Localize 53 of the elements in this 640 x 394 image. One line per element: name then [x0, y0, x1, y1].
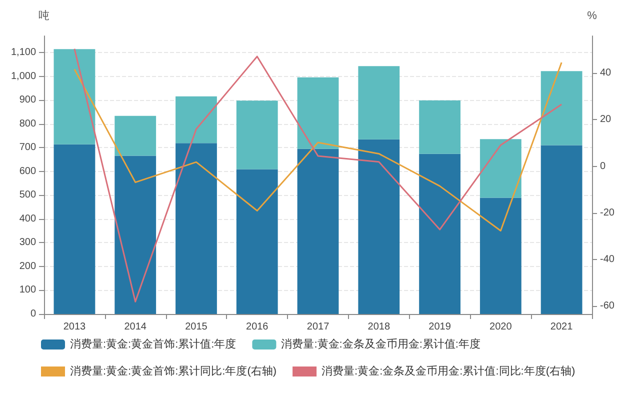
bar [54, 144, 96, 314]
bar [419, 154, 460, 314]
bar [297, 148, 339, 314]
bar [419, 100, 460, 154]
y2-tick-label: 20 [600, 114, 612, 126]
y2-tick-label: -20 [600, 207, 615, 218]
y-tick-label: 100 [19, 284, 36, 296]
y2-tick-label: 0 [600, 160, 606, 172]
y-tick-label: 200 [19, 260, 36, 272]
y2-axis-title: % [587, 10, 598, 22]
x-tick-label: 2016 [246, 322, 269, 332]
bar [540, 145, 582, 314]
line-series [74, 62, 562, 232]
x-tick-label: 2017 [306, 322, 330, 332]
bar [540, 71, 582, 146]
bar [54, 49, 96, 144]
legend-label: 消费量:黄金:金条及金币用金:累计值:年度 [281, 338, 480, 350]
y-tick-label: 1,100 [10, 47, 36, 58]
x-tick-label: 2018 [368, 322, 390, 332]
x-tick-label: 2015 [185, 322, 208, 332]
x-tick-label: 2013 [63, 322, 86, 332]
line-series [74, 48, 562, 302]
bar [176, 96, 217, 144]
bar [114, 116, 156, 156]
y-tick-label: 300 [19, 237, 36, 248]
y-axis-title: 吨 [38, 9, 50, 22]
y2-tick-label: 40 [600, 68, 612, 79]
bar [236, 169, 278, 314]
y-tick-label: 900 [19, 94, 36, 106]
bar [480, 139, 522, 198]
x-tick-label: 2020 [490, 322, 512, 332]
y2-tick-label: -40 [600, 254, 615, 265]
y-tick-label: 600 [19, 166, 36, 177]
bar [236, 100, 278, 170]
y-tick-label: 400 [19, 213, 36, 224]
x-tick-label: 2021 [550, 322, 574, 332]
legend-label: 消费量:黄金:黄金首饰:累计值:年度 [70, 338, 236, 350]
x-tick-label: 2014 [124, 322, 147, 332]
y2-tick-label: -60 [600, 300, 615, 312]
bar [480, 198, 522, 314]
bar [358, 139, 400, 314]
y-tick-label: 700 [19, 142, 36, 154]
bar [358, 66, 400, 140]
x-tick-label: 2019 [428, 322, 452, 332]
y-tick-label: 800 [19, 118, 36, 130]
legend-label: 消费量:黄金:金条及金币用金:累计值:同比:年度(右轴) [322, 364, 576, 378]
legend-label: 消费量:黄金:黄金首饰:累计同比:年度(右轴) [70, 364, 277, 378]
bar [114, 156, 156, 314]
bar [297, 77, 339, 149]
y-tick-label: 500 [19, 190, 36, 201]
bar [176, 143, 217, 314]
y-tick-label: 1,000 [10, 70, 36, 82]
y-tick-label: 0 [30, 308, 36, 320]
